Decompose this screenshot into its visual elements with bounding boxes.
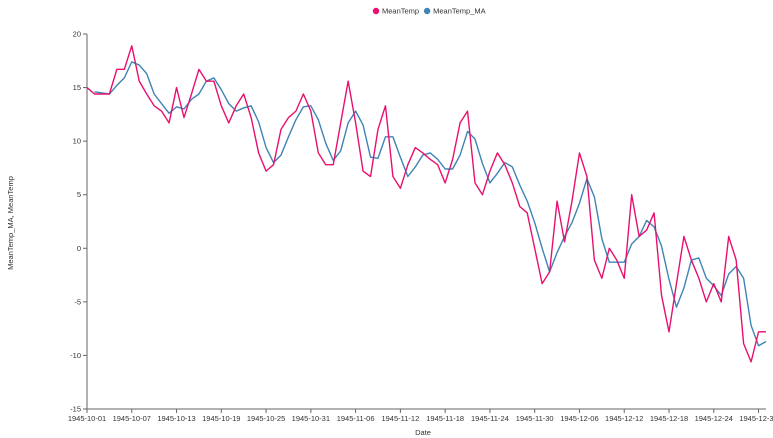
plot-area: [86, 45, 767, 363]
x-tick-label: 1945-11-30: [516, 414, 554, 423]
y-tick-label: -5: [74, 297, 81, 306]
legend-label: MeanTemp_MA: [433, 7, 486, 16]
y-tick-label: 15: [73, 83, 81, 92]
x-tick-label: 1945-10-07: [113, 414, 151, 423]
x-tick-label: 1945-12-06: [560, 414, 598, 423]
x-tick-label: 1945-11-24: [471, 414, 509, 423]
x-tick-label: 1945-11-06: [337, 414, 375, 423]
x-tick-label: 1945-10-01: [68, 414, 106, 423]
legend-label: MeanTemp: [382, 7, 419, 16]
x-tick-label: 1945-10-31: [292, 414, 330, 423]
y-tick-label: 5: [77, 190, 81, 199]
y-tick-label: -15: [70, 405, 81, 414]
legend: MeanTemp MeanTemp_MA: [372, 7, 486, 16]
x-tick-label: 1945-12-24: [695, 414, 733, 423]
x-tick-label: 1945-12-18: [650, 414, 688, 423]
x-tick-label: 1945-11-12: [381, 414, 419, 423]
x-tick-label: 1945-11-18: [426, 414, 464, 423]
x-tick-label: 1945-10-25: [247, 414, 285, 423]
x-tick-label: 1945-10-19: [202, 414, 240, 423]
series-line-meantemp-ma: [94, 61, 767, 347]
x-axis-title: Date: [415, 428, 431, 437]
y-tick-label: -10: [70, 351, 81, 360]
y-axis: -15 -10 -5 0 5 10 15 20: [70, 30, 88, 414]
y-axis-title: MeanTemp_MA, MeanTemp: [6, 176, 15, 270]
legend-marker: [372, 7, 380, 15]
x-tick-label: 1945-10-13: [157, 414, 195, 423]
y-tick-label: 20: [73, 30, 81, 39]
x-tick-label: 1945-12-12: [605, 414, 643, 423]
y-tick-label: 10: [73, 137, 81, 146]
legend-marker: [423, 7, 431, 15]
series-line-meantemp: [86, 45, 766, 363]
x-axis: 1945-10-01 1945-10-07 1945-10-13 1945-10-19…: [68, 408, 773, 423]
y-tick-label: 0: [77, 244, 81, 253]
x-tick-label: 1945-12-30: [739, 414, 773, 423]
